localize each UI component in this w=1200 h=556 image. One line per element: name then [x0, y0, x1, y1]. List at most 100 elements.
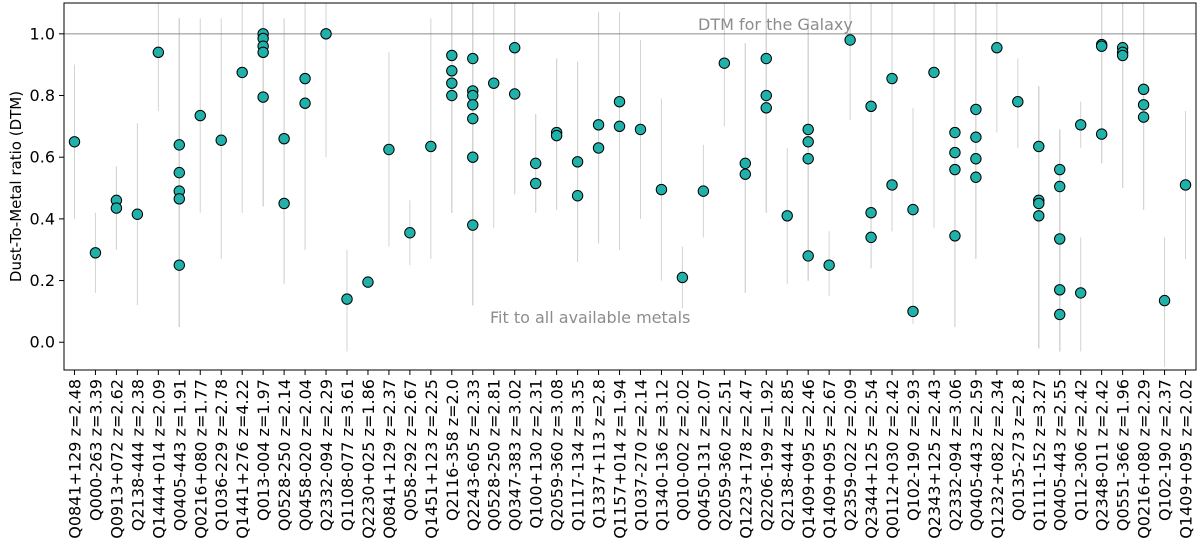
y-tick-label: 0.6: [30, 148, 55, 167]
x-tick-label: Q1409+095 z=2.46: [799, 379, 818, 539]
data-point: [676, 271, 689, 284]
data-point: [1054, 180, 1066, 193]
x-tick-label: Q2243-605 z=2.33: [464, 379, 483, 531]
x-tick-label: Q100+130 z=2.31: [527, 379, 546, 529]
x-tick-label: Q1340-136 z=3.12: [652, 379, 671, 531]
data-point: [865, 100, 877, 113]
y-axis: 0.0 0.2 0.4 0.6 0.8 1.0: [30, 24, 64, 352]
data-point: [278, 132, 290, 145]
data-point: [110, 202, 123, 214]
data-point: [1075, 287, 1087, 299]
x-tick-label: Q1117-134 z=3.35: [569, 379, 588, 531]
data-point: [1054, 163, 1066, 176]
fit-annotation: Fit to all available metals: [490, 308, 690, 327]
data-point: [320, 28, 332, 40]
x-tick-label: Q0913+072 z=2.62: [107, 379, 126, 539]
data-point: [467, 151, 479, 163]
x-tick-label: Q1037-270 z=2.14: [631, 379, 650, 531]
x-tick-label: Q0528-250 z=2.14: [275, 379, 294, 531]
data-point: [215, 134, 227, 146]
data-point: [89, 247, 102, 259]
x-tick-label: Q1157+014 z=1.94: [611, 379, 630, 539]
data-point: [550, 129, 563, 142]
x-tick-label: Q058-292 z=2.67: [401, 379, 420, 521]
data-point: [68, 136, 81, 148]
data-point: [446, 77, 458, 89]
data-point: [844, 34, 856, 46]
data-point: [1054, 308, 1066, 321]
data-point: [634, 123, 647, 136]
data-point: [1033, 210, 1045, 222]
data-point: [970, 131, 982, 143]
data-point: [718, 57, 731, 69]
x-tick-label: Q0112+030 z=2.42: [883, 379, 902, 539]
data-point: [1179, 179, 1192, 191]
plot-frame: [63, 2, 1197, 371]
data-point: [1075, 119, 1087, 131]
data-point: [571, 190, 584, 202]
data-point: [341, 293, 353, 305]
data-point: [802, 136, 814, 148]
data-point: [907, 203, 919, 216]
data-point: [760, 89, 772, 102]
y-tick-label: 0.8: [30, 86, 55, 105]
data-point: [697, 185, 710, 197]
data-point: [1137, 83, 1150, 96]
data-point: [592, 119, 605, 131]
data-point: [278, 197, 290, 210]
data-point: [425, 140, 437, 153]
x-axis: Q0841+129 z=2.48 Q000-263 z=3.39 Q0913+072…: [65, 370, 1196, 539]
x-tick-label: Q2348-011 z=2.42: [1093, 379, 1112, 531]
x-tick-label: Q2116-358 z=2.0: [443, 379, 462, 521]
x-tick-label: Q2059-360 z=3.08: [548, 379, 567, 531]
data-point: [362, 276, 374, 288]
x-tick-label: Q2138-444 z=2.85: [778, 379, 797, 531]
data-point: [488, 77, 500, 89]
data-point: [194, 109, 206, 122]
data-point: [949, 163, 961, 176]
data-point: [823, 259, 835, 271]
x-tick-label: Q2332-094 z=3.06: [946, 379, 965, 531]
x-tick-label: Q0841+129 z=2.48: [65, 379, 84, 539]
data-points-layer: [68, 28, 1192, 321]
x-tick-label: Q1409+095 z=2.02: [1177, 379, 1196, 539]
data-point: [446, 65, 458, 77]
data-point: [886, 179, 898, 191]
data-point: [1054, 284, 1066, 296]
data-point: [760, 52, 772, 65]
data-point: [1137, 99, 1150, 111]
x-tick-label: Q0450-131 z=2.07: [694, 379, 713, 531]
y-tick-label: 0.2: [30, 271, 55, 290]
data-point: [509, 42, 521, 54]
data-point: [131, 208, 144, 220]
y-tick-label: 1.0: [30, 24, 55, 43]
x-tick-label: Q1409+095 z=2.67: [820, 379, 839, 539]
data-point: [655, 183, 668, 196]
x-tick-label: Q102-190 z=2.93: [904, 379, 923, 521]
x-tick-label: Q0405-443 z=2.55: [1051, 379, 1070, 531]
data-point: [949, 126, 961, 139]
data-point: [802, 153, 814, 165]
y-tick-label: 0.0: [30, 333, 55, 352]
data-point: [404, 227, 416, 239]
data-point: [865, 231, 877, 244]
x-tick-label: Q2230+025 z=1.86: [359, 379, 378, 539]
x-tick-label: Q0551-366 z=1.96: [1114, 379, 1133, 531]
y-axis-label: Dust-To-Metal ratio (DTM): [7, 91, 25, 282]
x-tick-label: Q1108-077 z=3.61: [338, 379, 357, 531]
data-point: [739, 168, 751, 180]
data-point: [152, 46, 165, 59]
data-point: [802, 250, 814, 262]
data-point: [173, 193, 185, 205]
data-point: [865, 207, 877, 219]
galaxy-reference-label: DTM for the Galaxy: [698, 15, 853, 34]
y-tick-label: 0.4: [30, 209, 55, 228]
data-point: [257, 91, 269, 103]
x-tick-label: Q0405-443 z=1.91: [170, 379, 189, 531]
data-point: [907, 305, 919, 318]
data-point: [446, 89, 458, 102]
data-point: [781, 210, 793, 222]
x-tick-label: Q0216+080 z=1.77: [191, 379, 210, 539]
data-point: [173, 139, 185, 151]
data-point: [236, 66, 248, 79]
